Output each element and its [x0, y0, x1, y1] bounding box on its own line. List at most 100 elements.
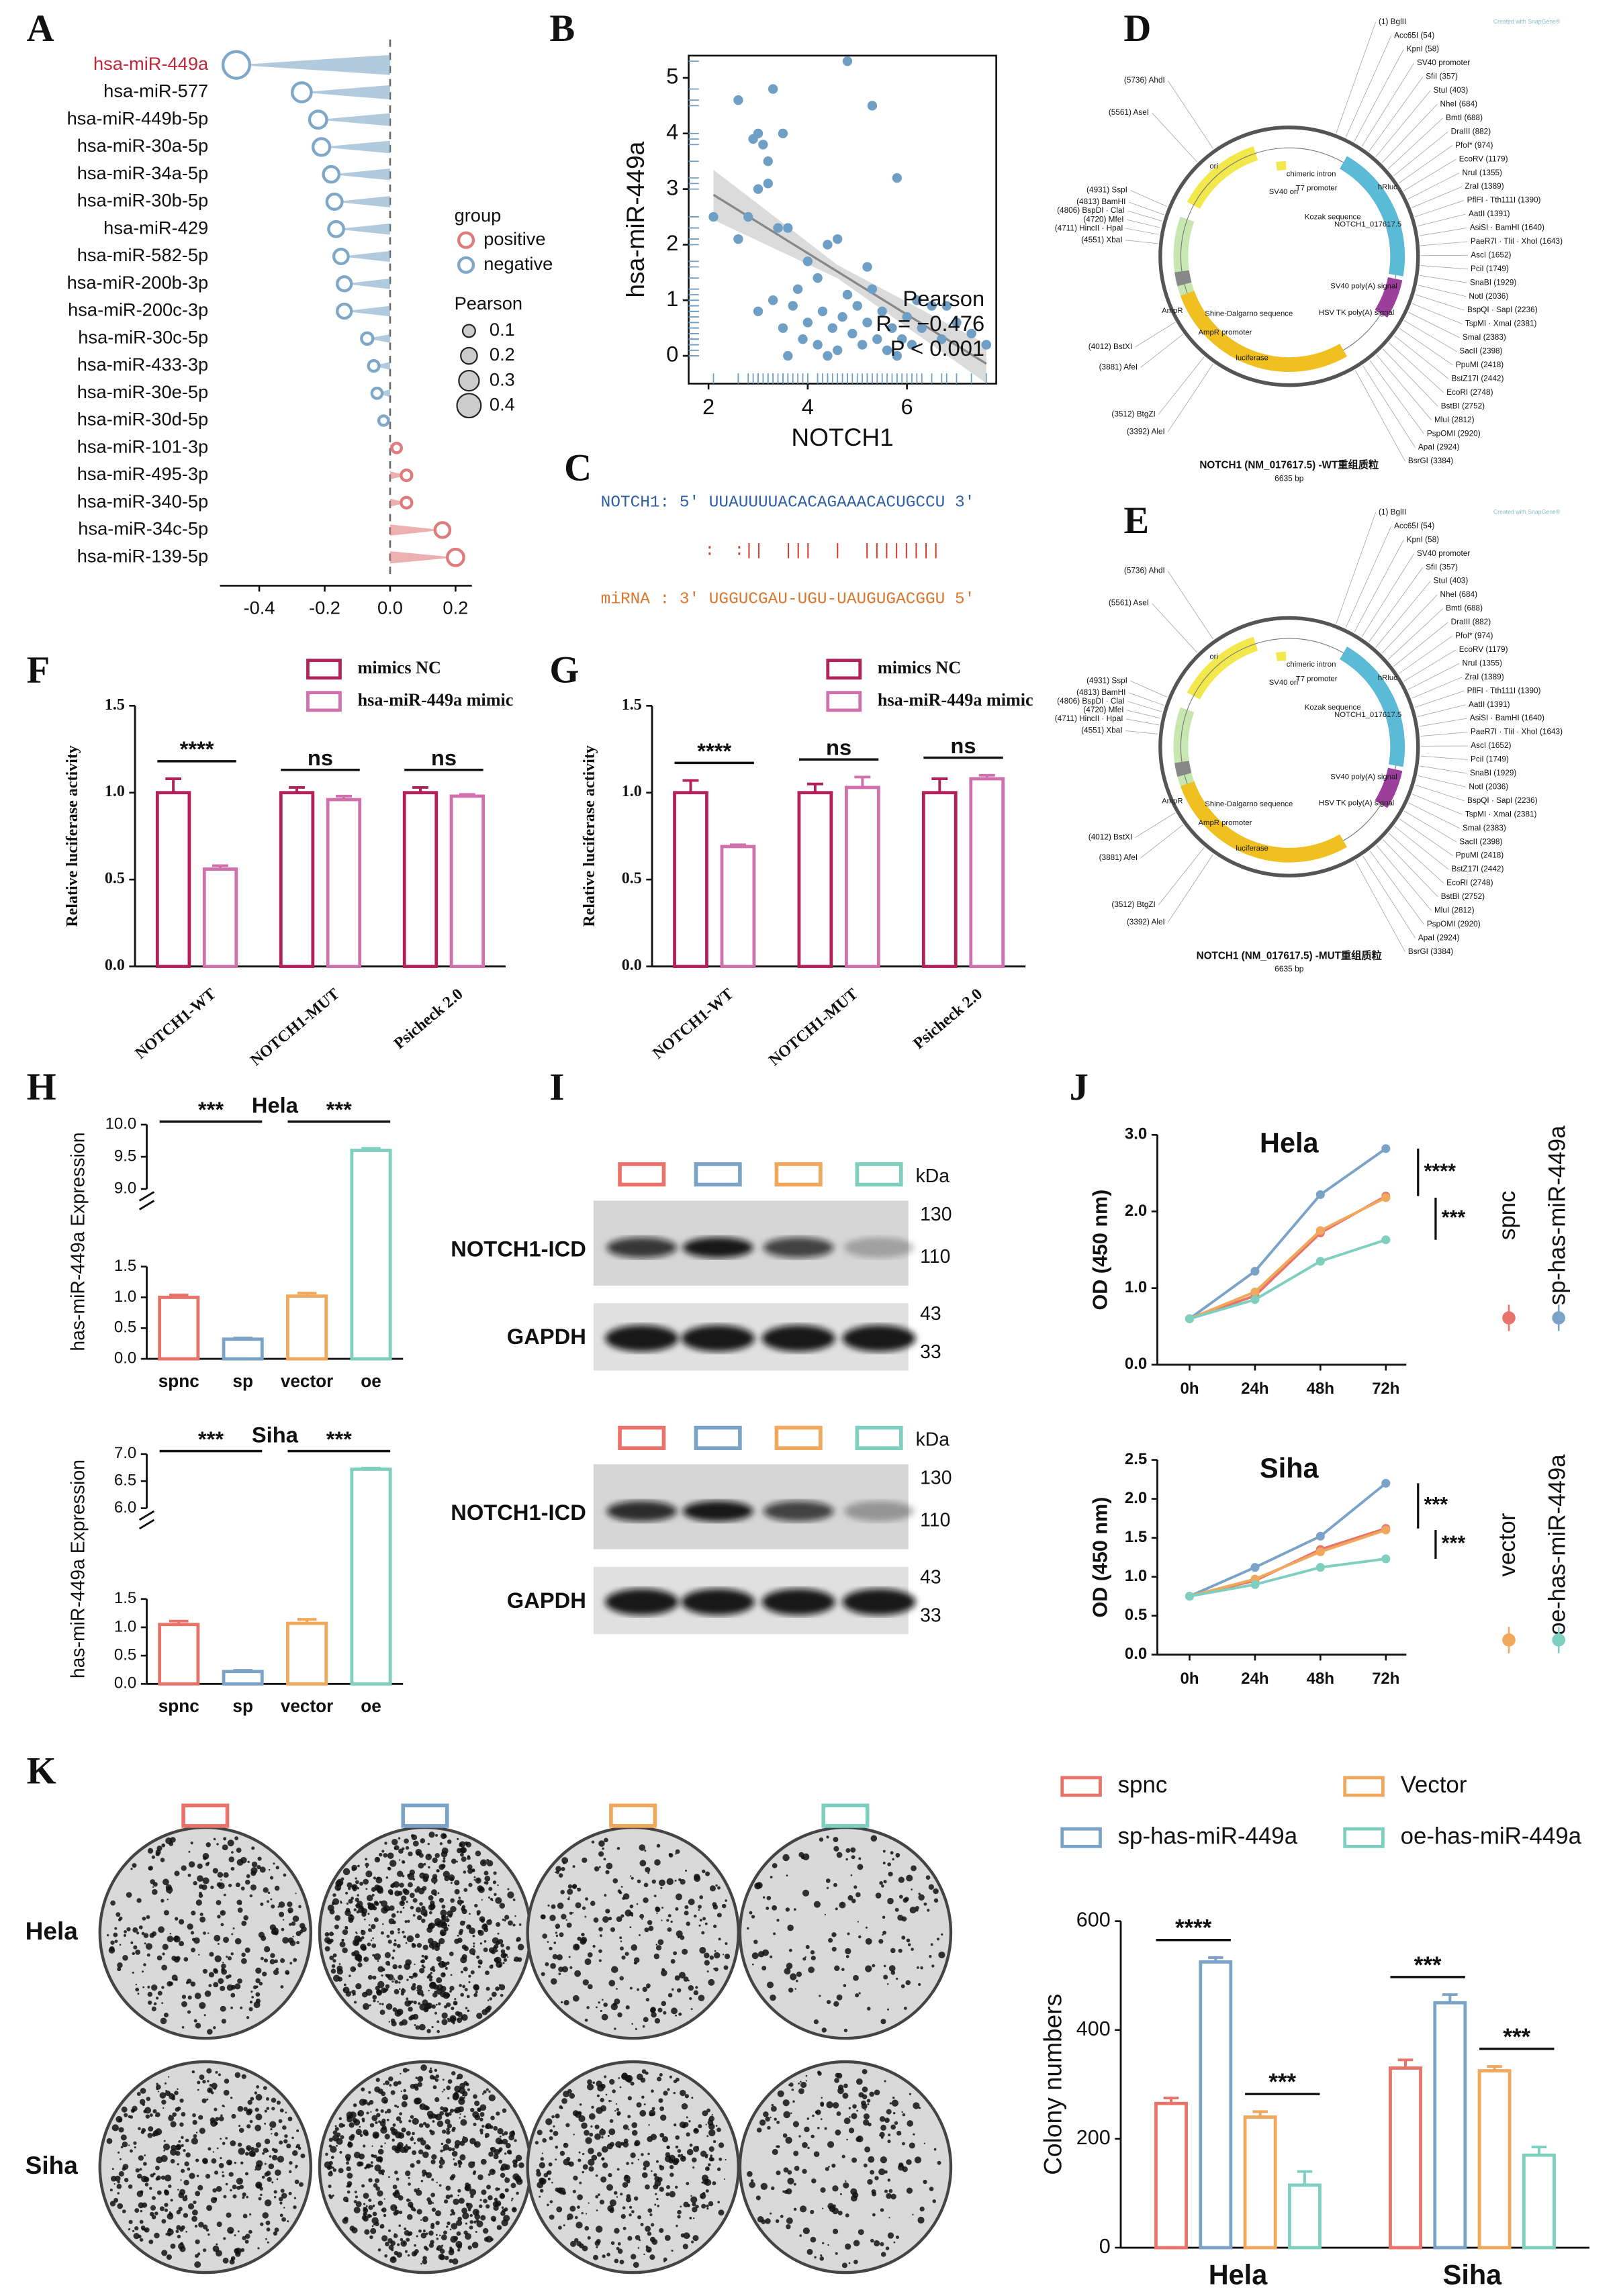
- colony: [702, 1869, 706, 1874]
- band: [606, 1500, 678, 1522]
- colony: [106, 2138, 113, 2144]
- colony: [151, 2215, 156, 2219]
- legend-marker: [1343, 1827, 1385, 1848]
- colony: [584, 1958, 592, 1966]
- colony: [570, 2240, 577, 2247]
- colony: [508, 2151, 512, 2155]
- colony: [770, 1876, 773, 1878]
- colony: [645, 2071, 649, 2075]
- colony: [268, 2163, 275, 2170]
- colony: [380, 2109, 384, 2113]
- backbone: [1158, 616, 1420, 878]
- colony: [379, 2009, 385, 2015]
- colony: [627, 2128, 630, 2131]
- colony: [772, 2148, 778, 2155]
- lane-key: [774, 1425, 823, 1450]
- colony: [374, 2164, 381, 2172]
- colony: [164, 2082, 167, 2085]
- colony: [242, 2213, 248, 2219]
- colony: [410, 2115, 414, 2119]
- colony: [287, 2220, 289, 2223]
- colony: [141, 1970, 144, 1973]
- bar: [1154, 2101, 1188, 2250]
- colony: [802, 2142, 808, 2148]
- site-label: BsrGI (3384): [1408, 457, 1453, 465]
- colony: [106, 1933, 109, 1937]
- site-label: (3881) AfeI: [1099, 363, 1138, 372]
- colony: [654, 1859, 661, 1866]
- colony: [787, 2177, 794, 2185]
- colony: [641, 1918, 643, 1920]
- colony: [629, 1987, 633, 1990]
- colony: [457, 2189, 461, 2193]
- legend-label: oe-has-miR-449a: [1544, 1454, 1570, 1635]
- colony: [161, 1964, 167, 1971]
- error-bar: [682, 779, 699, 793]
- colony: [436, 2029, 440, 2034]
- colony: [555, 1934, 559, 1938]
- colony: [167, 1935, 174, 1942]
- colony: [446, 1915, 449, 1918]
- colony: [351, 2227, 358, 2234]
- colony: [473, 2220, 477, 2224]
- colony: [383, 2213, 387, 2217]
- y-axis-label: Colony numbers: [1039, 1994, 1067, 2175]
- site-label: EcoRV (1179): [1459, 154, 1508, 163]
- colony: [187, 2010, 191, 2014]
- site-label: MluI (2812): [1434, 416, 1475, 424]
- colony: [902, 2113, 906, 2117]
- feature-label: T7 promoter: [1296, 185, 1338, 193]
- colony: [711, 2113, 713, 2116]
- colony: [821, 2027, 827, 2033]
- colony: [365, 1989, 373, 1996]
- colony: [695, 2205, 699, 2209]
- colony: [785, 1907, 790, 1912]
- colony: [680, 2156, 686, 2162]
- point: [763, 156, 773, 166]
- site-leader: [1418, 285, 1467, 297]
- colony: [160, 1858, 165, 1862]
- colony: [418, 2229, 422, 2233]
- colony: [849, 2116, 851, 2118]
- plasmid-size: 6635 bp: [1275, 964, 1304, 973]
- colony: [588, 2158, 595, 2166]
- colony: [500, 1943, 504, 1948]
- colony: [843, 2028, 848, 2033]
- colony: [375, 1901, 379, 1907]
- colony: [461, 1905, 466, 1909]
- colony: [472, 2111, 479, 2118]
- colony: [376, 1876, 380, 1880]
- colony: [800, 1856, 805, 1860]
- colony: [883, 1880, 887, 1884]
- colony: [843, 2182, 849, 2189]
- colony: [536, 2168, 541, 2173]
- colony: [591, 2105, 594, 2109]
- colony: [598, 1840, 605, 1847]
- colony: [481, 2093, 484, 2095]
- colony: [223, 2237, 226, 2240]
- colony: [266, 2107, 270, 2110]
- colony: [211, 2158, 217, 2164]
- colony: [404, 1920, 408, 1923]
- bar: [158, 1623, 200, 1686]
- y-tick-label: 1.5: [1125, 1528, 1147, 1546]
- colony: [590, 1901, 596, 1906]
- colony: [240, 2248, 245, 2252]
- colony: [447, 1910, 453, 1917]
- colony: [495, 1897, 502, 1904]
- colony: [217, 1943, 220, 1946]
- colony: [675, 1907, 679, 1911]
- colony: [549, 2129, 553, 2133]
- colony: [430, 1972, 433, 1974]
- colony: [348, 1899, 353, 1904]
- colony: [231, 2113, 236, 2119]
- colony: [933, 1888, 939, 1895]
- colony: [384, 2080, 390, 2085]
- site-label: SfiI (357): [1426, 73, 1458, 81]
- point: [867, 101, 878, 111]
- colony: [246, 2016, 250, 2019]
- colony: [681, 2103, 688, 2110]
- colony: [607, 2135, 610, 2138]
- colony: [625, 1909, 632, 1917]
- colony: [892, 1858, 894, 1861]
